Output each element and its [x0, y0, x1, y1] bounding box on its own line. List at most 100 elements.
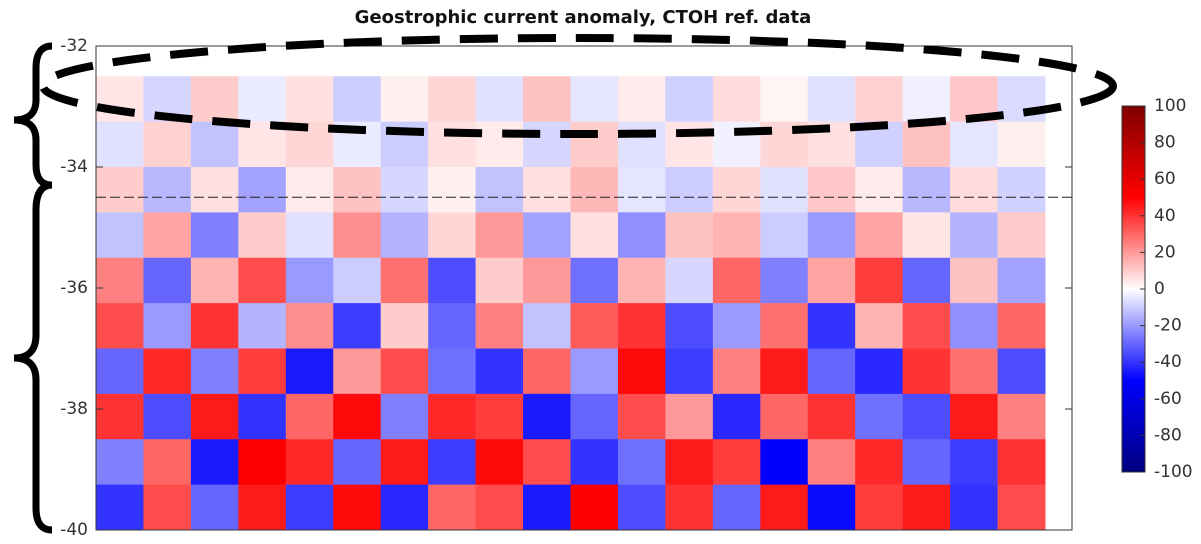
heatmap-cell: [617, 121, 666, 168]
heatmap-cell: [475, 439, 524, 486]
heatmap-cell: [855, 348, 904, 395]
heatmap-cell: [523, 212, 571, 259]
highlight-ellipse: [39, 34, 1117, 138]
heatmap-cell: [96, 121, 144, 168]
heatmap-cell: [570, 212, 619, 259]
heatmap-cell: [760, 439, 809, 486]
heatmap-cell: [570, 167, 619, 213]
heatmap-cell: [380, 303, 429, 349]
heatmap-cell: [333, 76, 382, 123]
heatmap-cell: [997, 257, 1046, 304]
heatmap-cell: [333, 303, 382, 349]
heatmap-cell: [902, 212, 951, 259]
heatmap-cell: [143, 393, 192, 440]
heatmap-cell: [807, 348, 856, 395]
colorbar-tick-label: -80: [1154, 425, 1182, 445]
heatmap-cell: [855, 212, 904, 259]
heatmap-cell: [950, 484, 999, 531]
heatmap-cell: [902, 393, 951, 440]
heatmap-cell: [523, 303, 571, 349]
heatmap-cell: [143, 348, 192, 395]
heatmap-cell: [190, 167, 239, 213]
colorbar-tick-label: -40: [1154, 352, 1182, 372]
heatmap-cell: [285, 212, 334, 259]
heatmap-cell: [96, 439, 144, 486]
heatmap-cell: [428, 121, 477, 168]
heatmap-cell: [807, 76, 856, 123]
heatmap-cell: [333, 212, 382, 259]
heatmap-cell: [190, 484, 239, 531]
heatmap-cell: [665, 393, 714, 440]
heatmap-cell: [570, 76, 619, 123]
heatmap-cell: [760, 303, 809, 349]
heatmap-cell: [143, 257, 192, 304]
heatmap-cell: [902, 257, 951, 304]
heatmap-cell: [950, 167, 999, 213]
heatmap-cell: [855, 439, 904, 486]
heatmap-cell: [523, 484, 571, 531]
heatmap-cell: [712, 303, 761, 349]
heatmap-cell: [570, 303, 619, 349]
heatmap-cell: [997, 121, 1046, 168]
heatmap-cell: [617, 76, 666, 123]
colorbar-tick-label: -20: [1154, 316, 1182, 336]
heatmap-cell: [428, 76, 477, 123]
heatmap-cell: [190, 121, 239, 168]
heatmap-cell: [190, 76, 239, 123]
heatmap-cell: [96, 484, 144, 531]
heatmap-cell: [950, 439, 999, 486]
heatmap-cell: [997, 484, 1046, 531]
heatmap-cell: [902, 303, 951, 349]
heatmap-cell: [428, 257, 477, 304]
heatmap-cell: [238, 439, 287, 486]
heatmap-cell: [665, 257, 714, 304]
heatmap-cell: [333, 257, 382, 304]
heatmap-cell: [712, 348, 761, 395]
y-tick-label: -32: [60, 36, 88, 56]
heatmap-cell: [997, 76, 1046, 123]
heatmap-cell: [190, 393, 239, 440]
heatmap-cell: [96, 76, 144, 123]
heatmap-cell: [190, 257, 239, 304]
heatmap-cell: [238, 167, 287, 213]
heatmap-cell: [760, 393, 809, 440]
heatmap-cell: [380, 167, 429, 213]
heatmap-cell: [238, 484, 287, 531]
heatmap-cell: [333, 393, 382, 440]
heatmap-cell: [96, 257, 144, 304]
heatmap-cell: [238, 212, 287, 259]
brace-lower: [13, 181, 53, 534]
heatmap-cell: [950, 121, 999, 168]
heatmap-cell: [665, 484, 714, 531]
heatmap-cell: [523, 348, 571, 395]
heatmap-cell: [902, 439, 951, 486]
heatmap-cell: [238, 76, 287, 123]
heatmap-cell: [617, 348, 666, 395]
heatmap-cell: [285, 393, 334, 440]
heatmap-cell: [712, 484, 761, 531]
heatmap-cell: [855, 303, 904, 349]
heatmap-cell: [380, 76, 429, 123]
heatmap-cell: [285, 484, 334, 531]
heatmap-cell: [190, 348, 239, 395]
heatmap-cell: [807, 257, 856, 304]
heatmap-cell: [617, 393, 666, 440]
heatmap-cell: [570, 348, 619, 395]
heatmap-cell: [143, 121, 192, 168]
heatmap-cell: [902, 484, 951, 531]
heatmap-cell: [760, 167, 809, 213]
heatmap-cell: [997, 212, 1046, 259]
heatmap-cell: [760, 212, 809, 259]
heatmap-cell: [190, 303, 239, 349]
heatmap-cell: [380, 348, 429, 395]
heatmap-cell: [902, 348, 951, 395]
heatmap-cell: [807, 212, 856, 259]
heatmap-cell: [997, 167, 1046, 213]
heatmap-cell: [333, 484, 382, 531]
heatmap-cell: [143, 167, 192, 213]
heatmap-cell: [855, 76, 904, 123]
heatmap-cell: [665, 121, 714, 168]
heatmap-cell: [475, 76, 524, 123]
heatmap-cell: [950, 212, 999, 259]
